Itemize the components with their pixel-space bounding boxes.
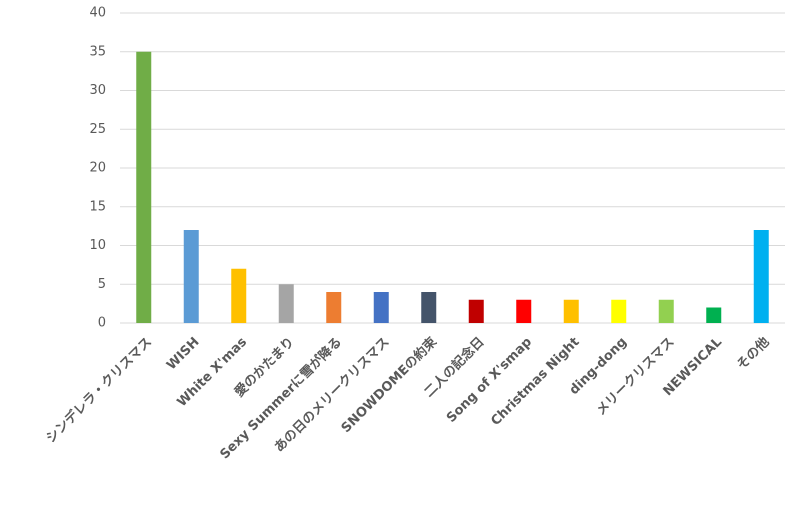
x-tick-label: Song of X'smap (444, 335, 535, 426)
bar (183, 230, 199, 323)
x-tick-label: その他 (734, 334, 773, 373)
bar (278, 284, 294, 323)
bar (753, 230, 769, 323)
bar (563, 299, 579, 323)
x-tick-label: Christmas Night (488, 335, 582, 429)
y-tick-label: 30 (89, 83, 106, 98)
bar (611, 299, 627, 323)
bar (136, 51, 152, 323)
y-tick-label: 35 (89, 44, 106, 59)
y-tick-label: 40 (89, 6, 106, 21)
bar (326, 292, 342, 323)
bar (421, 292, 437, 323)
y-tick-label: 15 (89, 199, 106, 214)
y-tick-label: 25 (89, 122, 106, 137)
bar (468, 299, 484, 323)
x-tick-label: WISH (164, 335, 202, 373)
bar (373, 292, 389, 323)
y-tick-label: 5 (98, 277, 106, 292)
y-tick-label: 10 (89, 238, 106, 253)
bar (706, 307, 722, 323)
x-tick-label: シンデレラ・クリスマス (43, 334, 155, 446)
bar (658, 299, 674, 323)
y-tick-label: 0 (98, 316, 106, 331)
bar (516, 299, 532, 323)
y-tick-label: 20 (89, 161, 106, 176)
bar (231, 268, 247, 323)
x-tick-label: SNOWDOMEの約束 (338, 333, 441, 436)
